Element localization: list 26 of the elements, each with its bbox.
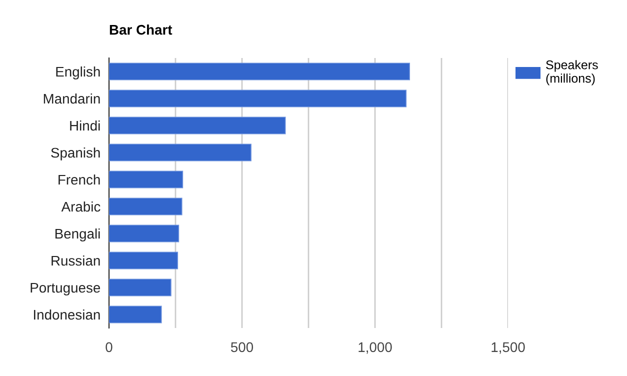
bar (109, 144, 252, 162)
y-tick-label: French (58, 174, 100, 185)
y-tick-label: Portuguese (30, 282, 100, 296)
chart-title: Bar Chart (110, 24, 172, 35)
y-tick-label: Hindi (70, 120, 100, 131)
y-tick-label: Indonesian (34, 309, 100, 320)
bar (109, 224, 180, 242)
bar (109, 278, 172, 296)
y-tick-label: Spanish (51, 147, 100, 160)
y-tick-label: Russian (52, 255, 100, 266)
x-tick-label: 500 (230, 342, 254, 352)
legend-label: Speakers (millions) (546, 60, 598, 86)
x-tick-label: 1,500 (492, 342, 525, 354)
y-tick-label: Mandarin (44, 93, 100, 104)
x-tick-label: 1,000 (358, 342, 392, 354)
y-tick-label: Bengali (55, 228, 100, 242)
y-tick-label: Arabic (61, 201, 100, 212)
bar (109, 306, 162, 324)
bar (109, 62, 410, 80)
bar (109, 198, 182, 216)
bar (109, 116, 286, 134)
bar (109, 170, 184, 188)
y-tick-label: English (56, 66, 100, 80)
x-tick-label: 0 (106, 342, 112, 352)
bar (109, 252, 178, 270)
bar (109, 90, 407, 108)
